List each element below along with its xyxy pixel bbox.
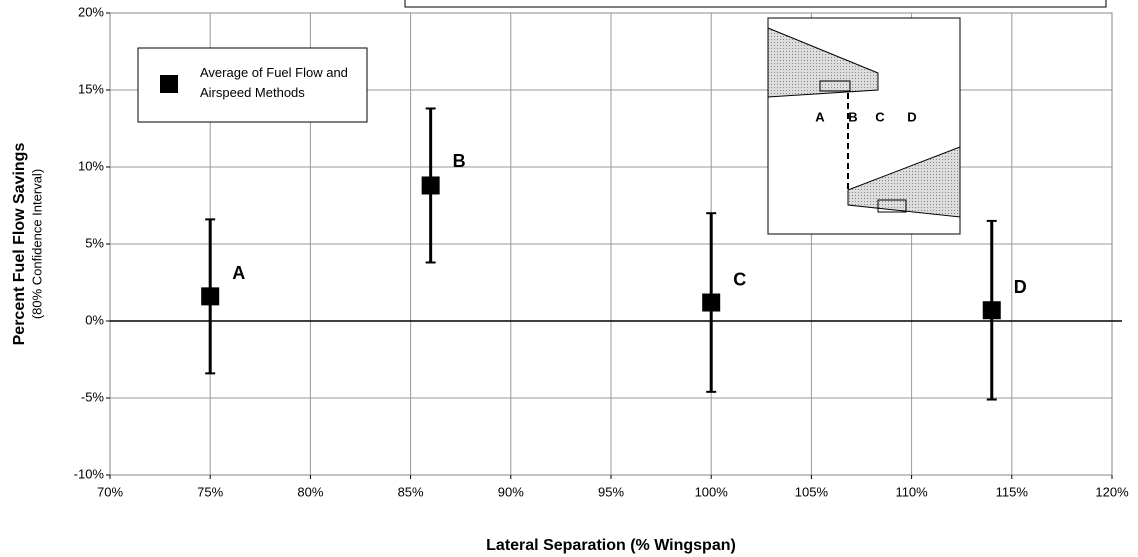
legend-marker (160, 75, 178, 93)
inset-label: A (815, 109, 825, 124)
y-axis-sublabel: (80% Confidence Interval) (29, 169, 44, 319)
x-tick-label: 105% (795, 484, 829, 499)
x-tick-label: 75% (197, 484, 223, 499)
x-tick-label: 95% (598, 484, 624, 499)
point-label: D (1014, 277, 1027, 297)
x-tick-label: 110% (895, 484, 928, 499)
point-label: C (733, 269, 746, 289)
x-tick-label: 115% (996, 484, 1029, 499)
inset: A B C D (767, 17, 961, 235)
inset-label: B (848, 109, 857, 124)
x-axis-label: Lateral Separation (% Wingspan) (486, 537, 736, 554)
cropped-box (404, 0, 1107, 8)
x-tick-label: 80% (297, 484, 323, 499)
x-tick-label: 90% (498, 484, 524, 499)
point (421, 176, 440, 195)
x-tick-label: 120% (1095, 484, 1129, 499)
x-tick-label: 70% (97, 484, 123, 499)
inset-label: D (907, 109, 916, 124)
x-tick-label: 100% (695, 484, 729, 499)
lower-wing (847, 146, 961, 218)
point (201, 287, 220, 306)
point-label: A (232, 263, 245, 283)
y-tick-label: 20% (78, 4, 104, 19)
upper-flap (819, 80, 851, 92)
y-tick-label: 10% (78, 158, 104, 173)
point (702, 293, 721, 312)
x-tick-label: 85% (398, 484, 424, 499)
point-label: B (453, 151, 466, 171)
legend-label: Average of Fuel Flow and Airspeed Method… (200, 65, 348, 100)
y-tick-label: 0% (85, 312, 104, 327)
inset-label: C (875, 109, 885, 124)
y-tick-label: -5% (81, 389, 105, 404)
y-tick-label: 5% (85, 235, 104, 250)
point (982, 301, 1001, 320)
y-tick-label: 15% (78, 81, 104, 96)
y-tick-label: -10% (74, 466, 105, 481)
y-axis-label: Percent Fuel Flow Savings (11, 143, 28, 346)
upper-wing (767, 27, 879, 98)
lower-flap (877, 199, 907, 213)
